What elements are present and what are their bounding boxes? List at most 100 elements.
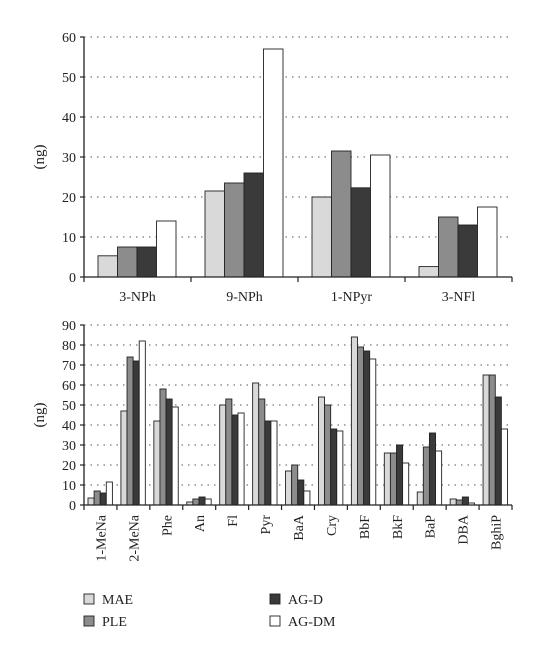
bar-ag-d-bghip xyxy=(494,396,502,506)
y-tick-label: 20 xyxy=(62,459,76,474)
bar-ple-an xyxy=(192,498,200,506)
category-label: BbF xyxy=(358,515,373,539)
category-label: 1-NPyr xyxy=(331,290,373,305)
y-tick-label: 30 xyxy=(62,439,76,454)
y-tick-label: 40 xyxy=(62,111,76,126)
bar-ag-d-9-nph xyxy=(243,172,264,278)
bar-mae-2-mena xyxy=(120,410,128,506)
bar-ag-dm-bbf xyxy=(369,358,377,506)
bar-mae-1-mena xyxy=(87,497,95,506)
bar-ag-d-bkf xyxy=(396,444,404,506)
chart-top-nitro-pah: 0 10 20 30 40 50 60 3-NPh 9-NPh 1-NPyr 3-NFl (ng) xyxy=(32,31,513,305)
bar-ag-dm-an xyxy=(204,498,212,506)
bar-ple-dba xyxy=(455,499,463,506)
category-label: Fl xyxy=(226,515,241,527)
category-label: BghiP xyxy=(490,515,505,550)
legend-swatch-mae xyxy=(83,593,95,605)
bar-ag-dm-fl xyxy=(237,412,245,506)
y-tick-label: 80 xyxy=(62,339,76,354)
category-label: BaP xyxy=(424,515,439,539)
legend-swatch-ple xyxy=(83,615,95,627)
bar-ag-dm-cry xyxy=(336,430,344,506)
bar-ag-dm-bap xyxy=(435,450,443,506)
bar-mae-1-npyr xyxy=(311,196,332,278)
bar-ag-d-2-mena xyxy=(132,360,140,506)
y-tick-label: 40 xyxy=(62,419,76,434)
bar-mae-bap xyxy=(416,491,424,506)
bar-ag-d-bbf xyxy=(363,350,371,506)
bar-ple-fl xyxy=(225,398,233,506)
bar-ag-dm-9-nph xyxy=(263,48,284,278)
category-label: 3-NPh xyxy=(119,290,156,305)
bar-mae-bbf xyxy=(350,336,358,506)
y-tick-label: 30 xyxy=(62,151,76,166)
bar-ple-baa xyxy=(291,464,299,506)
category-label: BaA xyxy=(292,514,307,541)
bar-mae-fl xyxy=(219,404,227,506)
bar-ple-cry xyxy=(324,404,332,506)
bar-mae-dba xyxy=(449,498,457,506)
y-tick-label: 0 xyxy=(69,271,76,286)
bar-mae-baa xyxy=(285,470,293,506)
y-tick-label: 60 xyxy=(62,379,76,394)
bar-ag-d-bap xyxy=(428,432,436,506)
legend-label: MAE xyxy=(102,593,133,608)
bar-ag-dm-bkf xyxy=(402,462,410,506)
bar-ple-1-mena xyxy=(93,490,101,506)
bar-ag-dm-pyr xyxy=(270,420,278,506)
legend-label: AG-DM xyxy=(288,615,336,630)
bar-ag-d-fl xyxy=(231,414,239,506)
bar-ag-dm-bghip xyxy=(500,428,508,506)
y-tick-label: 70 xyxy=(62,359,76,374)
bar-mae-pyr xyxy=(252,382,260,506)
bar-ag-d-phe xyxy=(165,398,173,506)
bar-ag-dm-phe xyxy=(171,406,179,506)
bar-ag-d-cry xyxy=(330,428,338,506)
legend-label: AG-D xyxy=(288,593,323,608)
y-tick-label: 50 xyxy=(62,399,76,414)
bar-ag-d-baa xyxy=(297,479,305,506)
y-tick-label: 0 xyxy=(69,499,76,514)
category-label: 2-MeNa xyxy=(127,514,142,561)
bar-ple-bap xyxy=(422,446,430,506)
bar-ag-d-dba xyxy=(461,496,469,506)
bar-mae-bghip xyxy=(482,374,490,506)
legend-swatch-ag-dm xyxy=(269,615,281,627)
bar-ag-dm-1-npyr xyxy=(370,154,391,278)
y-tick-label: 10 xyxy=(62,231,76,246)
bar-mae-phe xyxy=(153,420,161,506)
y-tick-label: 60 xyxy=(62,31,76,46)
bar-ple-bkf xyxy=(389,452,397,506)
category-label: Cry xyxy=(325,515,340,536)
chart-bottom-pah: 0 10 20 30 40 50 60 70 80 90 1-MeNa 2-MeNa Phe An Fl Py… xyxy=(32,319,513,562)
bar-ple-2-mena xyxy=(126,356,134,506)
bar-ple-1-npyr xyxy=(331,150,352,278)
category-label: Phe xyxy=(160,515,175,536)
bar-ple-bghip xyxy=(488,374,496,506)
legend-swatch-ag-d xyxy=(269,593,281,605)
bar-mae-9-nph xyxy=(204,190,225,278)
bar-ag-d-3-nph xyxy=(136,246,157,278)
category-label: 1-MeNa xyxy=(94,514,109,561)
bar-ple-bbf xyxy=(357,346,365,506)
bar-mae-3-nph xyxy=(97,255,118,278)
bar-ag-d-1-mena xyxy=(99,492,107,506)
bar-mae-3-nfl xyxy=(418,266,439,278)
bar-ag-dm-3-nfl xyxy=(477,206,498,278)
bar-mae-bkf xyxy=(383,452,391,506)
bar-ag-dm-baa xyxy=(303,490,311,506)
category-label: DBA xyxy=(457,514,472,544)
bar-ag-dm-1-mena xyxy=(105,481,113,506)
bar-ple-9-nph xyxy=(224,182,245,278)
y-tick-label: 90 xyxy=(62,319,76,334)
category-label: An xyxy=(193,515,208,532)
y-axis-label: (ng) xyxy=(32,145,48,170)
bar-ag-dm-3-nph xyxy=(156,220,177,278)
category-label: BkF xyxy=(391,515,406,539)
bar-ple-phe xyxy=(159,388,167,506)
bar-ple-3-nph xyxy=(117,246,138,278)
bar-mae-cry xyxy=(318,396,326,506)
category-label: Pyr xyxy=(259,515,274,535)
bar-ple-3-nfl xyxy=(438,216,459,278)
bar-ag-dm-2-mena xyxy=(138,340,146,506)
